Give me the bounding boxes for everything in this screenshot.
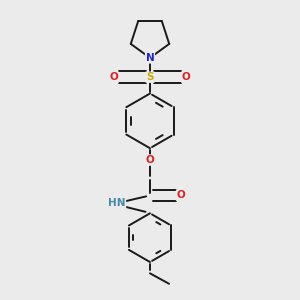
Text: HN: HN: [108, 198, 125, 208]
Text: O: O: [176, 190, 185, 200]
Text: S: S: [146, 72, 154, 82]
Text: O: O: [110, 72, 118, 82]
Text: N: N: [146, 53, 154, 63]
Text: O: O: [182, 72, 190, 82]
Text: O: O: [146, 155, 154, 165]
